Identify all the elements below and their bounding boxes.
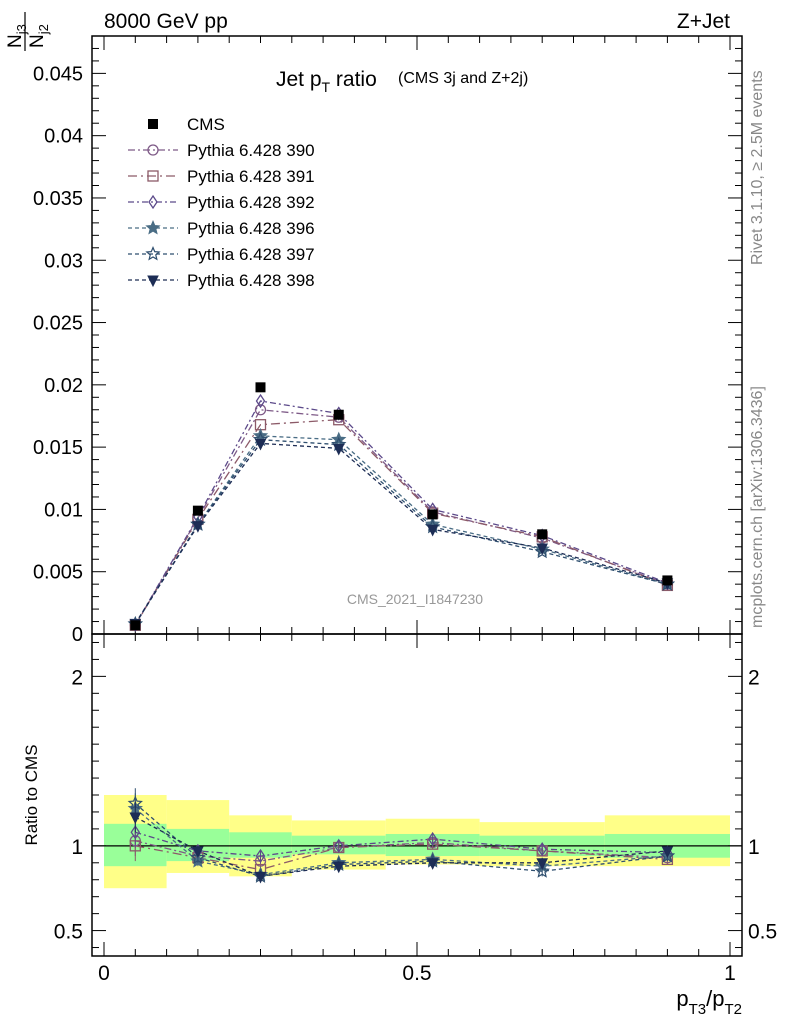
cms-uncertainty-bands — [104, 795, 730, 889]
data-point — [427, 509, 438, 520]
series-point — [252, 427, 269, 443]
data-point — [255, 382, 266, 393]
ratio-point — [129, 812, 142, 825]
legend-marker — [145, 219, 161, 235]
x-tick-label: 0 — [98, 962, 110, 985]
chart-title-note: (CMS 3j and Z+2j) — [398, 70, 528, 87]
y-tick-label-main: 0.02 — [44, 375, 83, 397]
legend-label: Pythia 6.428 392 — [187, 193, 315, 212]
ratio-point — [190, 849, 206, 865]
y-axis-label-main: Nj3 Nj2 — [5, 12, 51, 51]
y-tick-label-main: 0.01 — [44, 499, 83, 521]
rivet-label: Rivet 3.1.10, ≥ 2.5M events — [749, 70, 766, 265]
legend-marker — [147, 170, 159, 182]
y-tick-label-main: 0.045 — [33, 63, 83, 85]
ratio-point — [661, 846, 674, 859]
chart-title: Jet pT ratio — [276, 68, 377, 95]
legend-entry: Pythia 6.428 390 — [128, 141, 315, 160]
legend-marker — [147, 144, 159, 156]
collision-label: 8000 GeV pp — [104, 10, 228, 33]
legend-marker — [147, 275, 159, 288]
data-point — [537, 529, 548, 540]
y-tick-label-ratio: 2 — [71, 666, 83, 689]
ratio-axis-ticks: 0.5 0.5 1 1 2 2 0 0.5 1 — [54, 634, 777, 985]
svg-text:Nj2: Nj2 — [27, 24, 51, 48]
series-point — [254, 404, 267, 416]
ratio-point — [332, 861, 345, 874]
y-tick-label-main: 0.03 — [44, 250, 83, 272]
ratio-frame — [91, 633, 743, 957]
ratio-point — [333, 838, 344, 854]
ratio-point — [254, 871, 267, 884]
legend-label: CMS — [187, 115, 225, 134]
legend-marker — [148, 119, 158, 129]
ratio-point — [659, 847, 676, 863]
data-point — [130, 620, 141, 631]
legend-entry: Pythia 6.428 397 — [128, 245, 315, 264]
y-tick-label-ratio-right: 2 — [748, 666, 760, 689]
y-tick-label-main: 0.035 — [33, 188, 83, 210]
watermark: CMS_2021_I1847230 — [347, 591, 483, 607]
x-tick-label: 1 — [724, 962, 736, 985]
y-tick-label-ratio-right: 0.5 — [748, 921, 777, 944]
series-point — [536, 543, 549, 556]
legend-entry: Pythia 6.428 396 — [128, 219, 315, 238]
legend-label: Pythia 6.428 391 — [187, 167, 315, 186]
legend-entry-data: CMS — [148, 115, 225, 134]
ratio-point — [536, 858, 549, 870]
x-axis-label: pT3/pT2 — [676, 986, 742, 1018]
legend-label: Pythia 6.428 398 — [187, 271, 315, 290]
y-tick-label-main: 0.04 — [44, 126, 83, 148]
y-axis-label-ratio: Ratio to CMS — [22, 744, 41, 845]
ratio-point — [426, 858, 439, 870]
y-tick-label-main: 0 — [72, 624, 83, 646]
legend-entry: Pythia 6.428 391 — [128, 167, 315, 186]
ratio-point — [192, 846, 204, 859]
ratio-panel: 0.5 0.5 1 1 2 2 0 0.5 1 Ratio to CMS pT3/pT2 — [22, 633, 777, 1018]
series-point — [426, 524, 439, 537]
series-point — [192, 521, 204, 533]
legend-label: Pythia 6.428 390 — [187, 141, 315, 160]
legend-marker — [145, 245, 161, 261]
data-point — [192, 505, 203, 516]
legend-entry: Pythia 6.428 392 — [128, 193, 315, 212]
y-tick-label-ratio: 0.5 — [54, 921, 83, 944]
process-label: Z+Jet — [677, 10, 730, 33]
legend-entry: Pythia 6.428 398 — [128, 271, 315, 290]
ratio-markers — [127, 788, 676, 884]
cms-data-points — [130, 382, 673, 631]
svg-text:Nj3: Nj3 — [5, 24, 29, 48]
mcplots-label: mcplots.cern.ch [arXiv:1306.3436] — [749, 386, 766, 628]
data-point — [662, 575, 673, 586]
legend-label: Pythia 6.428 396 — [187, 219, 315, 238]
ratio-point — [130, 825, 141, 840]
y-tick-label-ratio-right: 1 — [748, 836, 760, 859]
y-tick-label-main: 0.025 — [33, 313, 83, 335]
ratio-point — [537, 842, 547, 857]
x-tick-label: 0.5 — [402, 962, 431, 985]
y-tick-label-main: 0.005 — [33, 562, 83, 584]
ratio-point — [427, 831, 438, 847]
legend: CMS Pythia 6.428 390 Pythia 6.428 391 Pythi… — [128, 115, 315, 290]
main-panel: CMS_2021_I1847230 0 0.005 0.01 0.015 0.02 0.0… — [5, 12, 743, 646]
legend-marker — [148, 194, 158, 210]
data-point — [333, 409, 344, 420]
main-axis-ticks: 0 0.005 0.01 0.015 0.02 0.025 0.03 0.035 0.04 0.0… — [33, 36, 742, 646]
series-point — [254, 438, 267, 451]
series-point — [332, 443, 345, 456]
series-point — [255, 393, 266, 409]
legend-label: Pythia 6.428 397 — [187, 245, 315, 264]
y-tick-label-ratio: 1 — [71, 836, 83, 859]
ratio-point — [534, 863, 550, 878]
ratio-point — [255, 848, 266, 864]
y-tick-label-main: 0.015 — [33, 437, 83, 459]
